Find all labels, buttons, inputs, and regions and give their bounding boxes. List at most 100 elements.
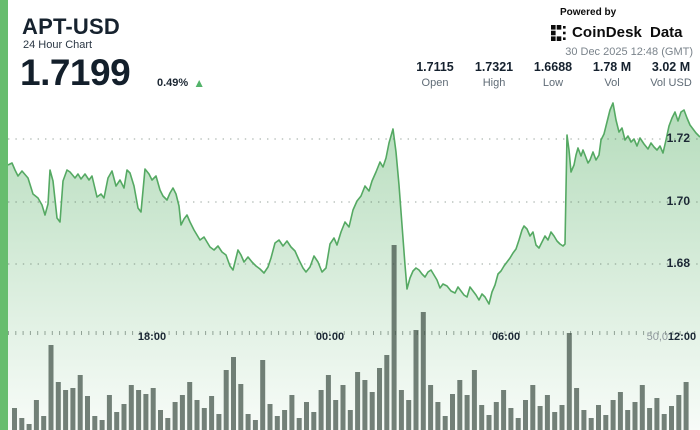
volume-bar — [121, 404, 127, 430]
volume-bar — [625, 410, 631, 430]
volume-bar — [187, 382, 193, 430]
volume-bar — [289, 395, 295, 430]
volume-bar — [92, 416, 98, 430]
stat-vol-usd-label: Vol USD — [650, 77, 692, 89]
x-axis-label: 00:00 — [315, 331, 345, 343]
stat-high-value: 1.7321 — [474, 60, 514, 74]
volume-bar — [683, 382, 689, 430]
x-axis-label: 18:00 — [137, 331, 167, 343]
powered-by-label: Powered by — [560, 7, 617, 18]
volume-bar — [588, 418, 594, 430]
volume-bar — [304, 402, 309, 430]
stat-vol-usd: 3.02 M Vol USD — [649, 60, 693, 89]
accent-strip — [0, 0, 8, 430]
volume-bar — [77, 375, 83, 430]
volume-bar — [172, 402, 178, 430]
stat-high-label: High — [482, 77, 506, 89]
volume-bar — [398, 390, 404, 430]
stat-vol-label: Vol — [604, 77, 620, 89]
volume-bar — [661, 414, 667, 430]
coindesk-logo: CoinDesk Data — [551, 24, 683, 41]
volume-bar — [406, 400, 412, 430]
chart-subtitle: 24 Hour Chart — [23, 39, 93, 51]
volume-axis-label: 50,0 — [646, 331, 668, 343]
volume-bar — [552, 412, 558, 430]
x-axis-label: 12:00 — [667, 331, 697, 343]
volume-bar — [362, 380, 368, 430]
volume-bar — [318, 390, 324, 430]
y-axis-label: 1.68 — [666, 256, 690, 270]
volume-bar — [158, 410, 163, 430]
stats-row: 1.7115 Open 1.7321 High 1.6688 Low 1.78 … — [413, 60, 693, 89]
volume-bar — [647, 408, 653, 430]
volume-bar — [566, 333, 572, 430]
volume-bar — [19, 418, 25, 430]
volume-bar — [48, 345, 54, 430]
volume-bar — [296, 418, 302, 430]
volume-bar — [12, 408, 17, 430]
price-line — [7, 102, 700, 305]
volume-bar — [632, 402, 638, 430]
volume-bar — [369, 392, 375, 430]
volume-bar — [457, 380, 463, 430]
volume-bar — [486, 415, 492, 430]
volume-bar — [391, 245, 397, 430]
volume-bar — [267, 404, 273, 430]
volume-bar — [41, 416, 47, 430]
volume-bar — [333, 400, 339, 430]
y-axis-label: 1.72 — [666, 131, 690, 145]
stat-open-label: Open — [421, 77, 449, 89]
volume-bar — [537, 406, 543, 430]
volume-bar — [428, 385, 434, 430]
volume-bar — [639, 385, 645, 430]
volume-bar — [231, 357, 236, 430]
coindesk-logo-text: CoinDesk — [572, 24, 642, 41]
volume-bar — [143, 394, 149, 430]
volume-bar — [435, 402, 441, 430]
volume-bar — [99, 420, 105, 430]
current-price: 1.7199 — [20, 52, 131, 93]
volume-bar — [165, 418, 171, 430]
price-change: 0.49% ▲ — [157, 77, 205, 89]
volume-bar — [216, 414, 222, 430]
stat-low-label: Low — [542, 77, 564, 89]
volume-bar — [194, 400, 200, 430]
volume-bar — [238, 384, 244, 430]
volume-bar — [530, 385, 536, 430]
volume-bar — [493, 402, 499, 430]
volume-bar — [515, 418, 521, 430]
volume-bar — [471, 370, 477, 430]
symbol-title: APT-USD — [22, 14, 120, 39]
stat-vol-usd-value: 3.02 M — [651, 60, 691, 74]
volume-bar — [559, 405, 565, 430]
volume-bar — [26, 424, 32, 430]
volume-bar — [201, 408, 207, 430]
volume-bar — [574, 388, 580, 430]
y-axis-label: 1.70 — [666, 194, 690, 208]
stat-low: 1.6688 Low — [531, 60, 575, 89]
volume-bar — [544, 395, 550, 430]
volume-bar — [501, 390, 507, 430]
change-percent: 0.49% — [157, 77, 189, 89]
volume-bar — [179, 395, 185, 430]
volume-bar — [260, 360, 266, 430]
volume-bar — [413, 330, 419, 430]
volume-bar — [581, 410, 587, 430]
volume-bar — [669, 406, 674, 430]
volume-bar — [274, 416, 280, 430]
volume-bar — [479, 405, 485, 430]
volume-bar — [617, 392, 623, 430]
volume-bar — [85, 396, 90, 430]
volume-bar — [252, 420, 258, 430]
stat-low-value: 1.6688 — [533, 60, 573, 74]
volume-bar — [136, 390, 142, 430]
volume-bar — [209, 396, 215, 430]
volume-bar — [223, 370, 229, 430]
volume-bar — [128, 385, 134, 430]
coindesk-logo-icon — [551, 24, 566, 41]
stat-high: 1.7321 High — [472, 60, 516, 89]
volume-bar — [63, 390, 69, 430]
